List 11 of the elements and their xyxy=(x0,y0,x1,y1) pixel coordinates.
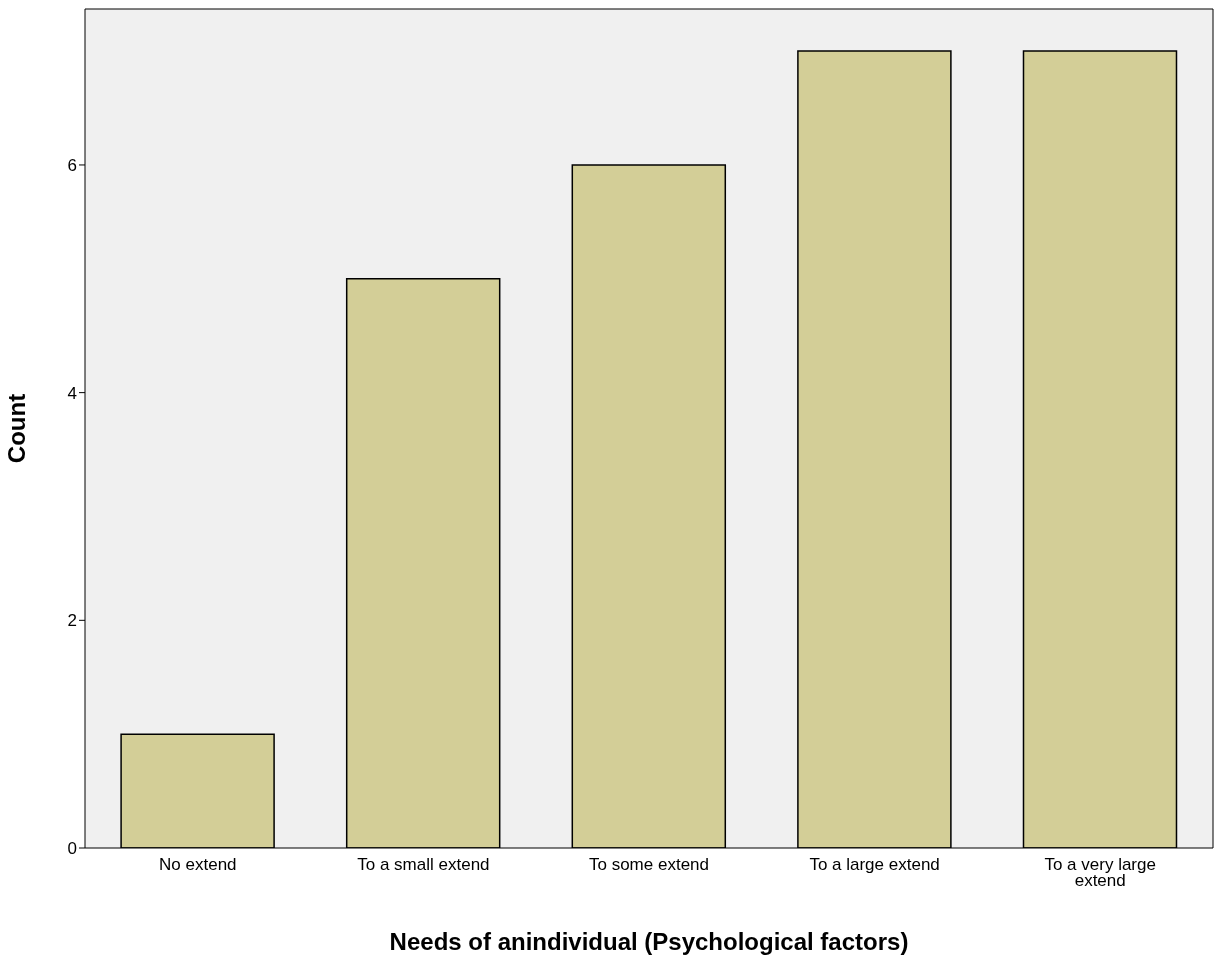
y-tick-label: 4 xyxy=(67,383,77,403)
x-tick-label: To a very large extend xyxy=(1044,855,1156,890)
y-axis-title: Count xyxy=(2,393,30,464)
x-tick-label: To some extend xyxy=(588,855,710,874)
y-tick-label: 6 xyxy=(67,156,77,175)
y-tick-label: 2 xyxy=(67,611,77,631)
x-axis-title: Needs of anindividual (Psychological factors) xyxy=(389,928,909,955)
x-tick-label: To a large extend xyxy=(809,855,940,874)
x-tick-label: No extend xyxy=(159,855,237,874)
y-tick-label: 0 xyxy=(67,839,77,859)
x-tick-label: To a small extend xyxy=(357,855,490,874)
